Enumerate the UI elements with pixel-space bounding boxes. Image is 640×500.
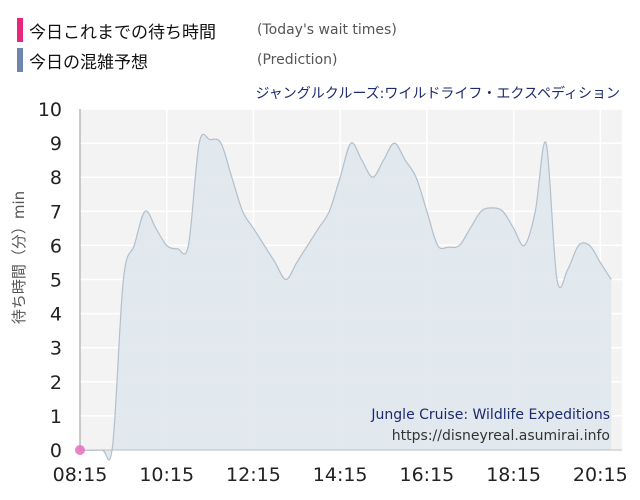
source-url: https://disneyreal.asumirai.info — [391, 428, 610, 444]
y-tick-label: 2 — [50, 372, 62, 394]
y-tick-label: 8 — [50, 167, 62, 189]
legend-sub-today: (Today's wait times) — [257, 22, 397, 38]
x-tick-label: 10:15 — [139, 464, 194, 486]
legend-item-today: 今日これまでの待ち時間 (Today's wait times) — [17, 17, 397, 43]
y-tick-label: 0 — [50, 440, 62, 462]
y-tick-label: 3 — [50, 338, 62, 360]
legend-label-prediction: 今日の混雑予想 — [29, 52, 148, 73]
x-tick-label: 16:15 — [399, 464, 454, 486]
x-tick-label: 20:15 — [573, 464, 628, 486]
y-tick-label: 9 — [50, 133, 62, 155]
x-tick-label: 08:15 — [53, 464, 108, 486]
y-tick-label: 10 — [38, 99, 62, 121]
axes — [79, 109, 622, 451]
legend-sub-prediction: (Prediction) — [257, 52, 338, 68]
legend-swatch-prediction — [17, 48, 23, 72]
y-tick-label: 6 — [50, 235, 62, 257]
legend-item-prediction: 今日の混雑予想 (Prediction) — [17, 47, 337, 73]
x-tick-label: 12:15 — [226, 464, 281, 486]
y-tick-label: 7 — [50, 201, 62, 223]
legend-swatch-today — [17, 18, 23, 42]
prediction-line — [79, 133, 612, 461]
attraction-title-jp: ジャングルクルーズ:ワイルドライフ・エクスペディション — [255, 86, 620, 102]
y-tick-label: 5 — [50, 270, 62, 292]
y-axis-label: 待ち時間（分）min — [10, 191, 28, 324]
attraction-title-en: Jungle Cruise: Wildlife Expeditions — [371, 407, 610, 423]
prediction-area — [79, 133, 612, 461]
x-tick-label: 18:15 — [486, 464, 541, 486]
today-wait-point — [75, 445, 85, 455]
y-tick-label: 4 — [50, 304, 62, 326]
x-tick-label: 14:15 — [313, 464, 368, 486]
tick-labels: 0 1 2 3 4 5 6 7 8 9 10 08:15 10:15 12:15 14:15 16:15 18:… — [38, 99, 628, 486]
y-tick-label: 1 — [50, 406, 62, 428]
legend-label-today: 今日これまでの待ち時間 — [29, 22, 216, 43]
today-points — [75, 445, 85, 455]
